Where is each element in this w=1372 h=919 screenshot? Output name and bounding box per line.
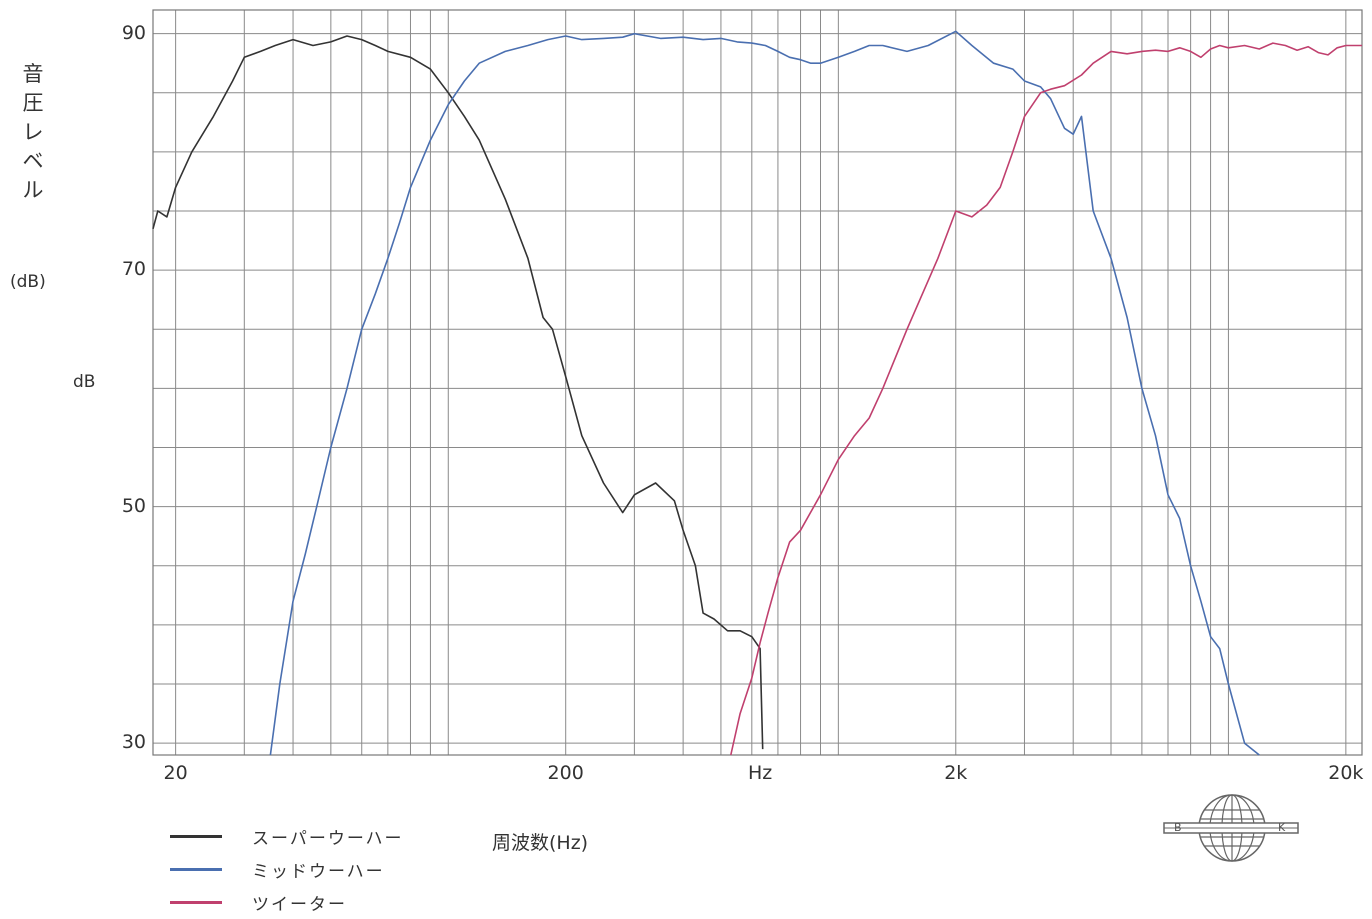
y-axis-label-char: 圧 (22, 91, 44, 115)
legend-swatch (170, 901, 222, 904)
x-tick-label: Hz (747, 762, 773, 784)
bk-logo-icon: B K (1163, 794, 1299, 862)
legend-item: ミッドウーハー (170, 853, 404, 886)
legend-swatch (170, 835, 222, 838)
legend-item: ツイーター (170, 886, 404, 919)
x-tick-label: 200 (547, 762, 584, 784)
y-axis-label: 音 圧 レ ベ ル (18, 60, 48, 205)
grid (152, 9, 1363, 756)
x-tick-label: 2k (944, 762, 968, 784)
y-axis-label-char: ベ (22, 149, 44, 173)
x-axis-label: 周波数(Hz) (492, 832, 589, 854)
series-line-1 (269, 30, 1260, 756)
series-line-2 (730, 42, 1362, 756)
y-axis-unit: (dB) (10, 272, 46, 292)
series-line-0 (152, 35, 764, 750)
y-axis-unit-secondary: dB (73, 372, 96, 392)
legend-item: スーパーウーハー (170, 820, 404, 853)
curves (152, 30, 1362, 756)
y-axis-label-char: ル (22, 178, 44, 202)
y-axis-label-char: レ (22, 120, 44, 144)
y-tick-label: 90 (121, 21, 146, 44)
svg-text:K: K (1278, 821, 1286, 834)
legend-label: ツイーター (252, 895, 347, 915)
legend: スーパーウーハー ミッドウーハー ツイーター (170, 820, 404, 919)
legend-label: スーパーウーハー (252, 829, 404, 849)
plot-frame (152, 9, 1363, 756)
y-tick-label: 70 (121, 258, 146, 281)
svg-text:B: B (1174, 821, 1182, 834)
legend-label: ミッドウーハー (252, 862, 385, 882)
legend-swatch (170, 868, 222, 871)
x-tick-label: 20 (163, 762, 188, 784)
x-tick-label: 20k (1328, 762, 1364, 784)
y-axis-label-char: 音 (22, 62, 44, 86)
y-tick-label: 50 (121, 494, 146, 517)
y-tick-label: 30 (121, 731, 146, 754)
